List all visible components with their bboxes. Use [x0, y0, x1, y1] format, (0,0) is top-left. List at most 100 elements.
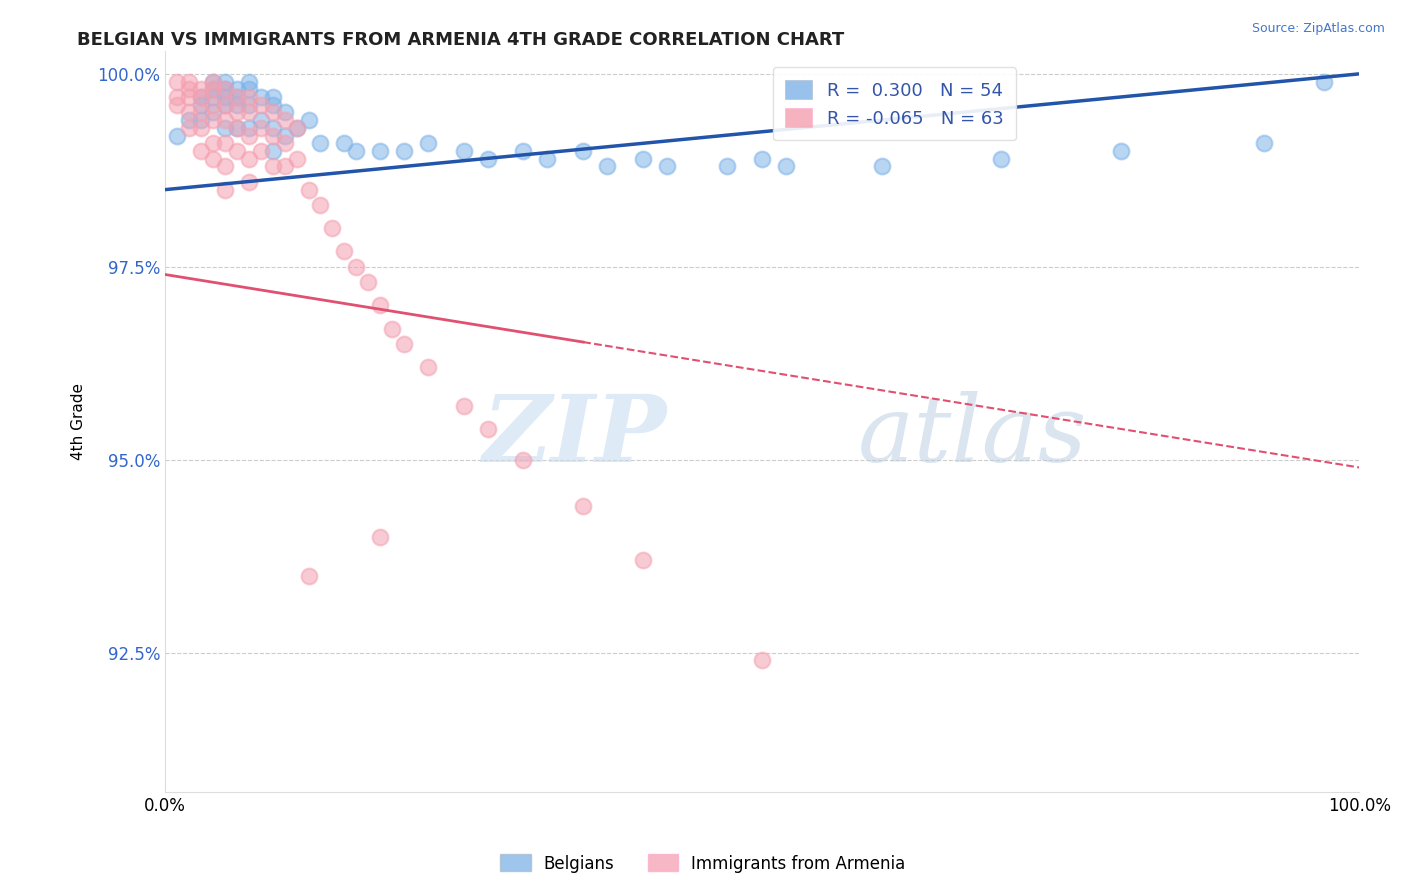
Point — [190, 90, 212, 104]
Point — [225, 144, 247, 158]
Point — [214, 160, 236, 174]
Point — [225, 120, 247, 135]
Text: Source: ZipAtlas.com: Source: ZipAtlas.com — [1251, 22, 1385, 36]
Point — [1253, 136, 1275, 151]
Point — [262, 90, 284, 104]
Point — [201, 152, 224, 166]
Point — [285, 120, 308, 135]
Point — [333, 136, 356, 151]
Point — [238, 128, 260, 143]
Point — [214, 97, 236, 112]
Point — [655, 160, 678, 174]
Point — [249, 97, 271, 112]
Point — [201, 74, 224, 88]
Point — [166, 128, 188, 143]
Point — [249, 90, 271, 104]
Point — [631, 152, 654, 166]
Point — [201, 105, 224, 120]
Point — [512, 144, 534, 158]
Point — [238, 175, 260, 189]
Point — [273, 105, 295, 120]
Point — [225, 90, 247, 104]
Point — [536, 152, 558, 166]
Point — [596, 160, 619, 174]
Point — [453, 144, 475, 158]
Point — [297, 113, 319, 128]
Point — [190, 120, 212, 135]
Point — [512, 452, 534, 467]
Point — [201, 113, 224, 128]
Point — [416, 360, 439, 375]
Point — [166, 90, 188, 104]
Point — [201, 74, 224, 88]
Point — [214, 113, 236, 128]
Point — [225, 90, 247, 104]
Point — [381, 321, 404, 335]
Point — [201, 90, 224, 104]
Point — [177, 113, 200, 128]
Point — [166, 74, 188, 88]
Point — [214, 82, 236, 96]
Point — [225, 97, 247, 112]
Point — [716, 160, 738, 174]
Point — [249, 113, 271, 128]
Point — [238, 97, 260, 112]
Point — [249, 120, 271, 135]
Legend: R =  0.300   N = 54, R = -0.065   N = 63: R = 0.300 N = 54, R = -0.065 N = 63 — [772, 67, 1017, 140]
Point — [262, 160, 284, 174]
Point — [238, 90, 260, 104]
Point — [262, 120, 284, 135]
Point — [166, 97, 188, 112]
Point — [416, 136, 439, 151]
Point — [214, 97, 236, 112]
Point — [870, 160, 893, 174]
Point — [201, 97, 224, 112]
Point — [177, 120, 200, 135]
Point — [190, 97, 212, 112]
Point — [238, 74, 260, 88]
Point — [238, 105, 260, 120]
Point — [333, 244, 356, 259]
Point — [214, 136, 236, 151]
Point — [751, 653, 773, 667]
Point — [238, 120, 260, 135]
Point — [1109, 144, 1132, 158]
Text: atlas: atlas — [858, 391, 1087, 481]
Point — [190, 90, 212, 104]
Point — [177, 74, 200, 88]
Point — [190, 82, 212, 96]
Point — [177, 90, 200, 104]
Point — [1312, 74, 1334, 88]
Point — [309, 198, 332, 212]
Point — [201, 136, 224, 151]
Point — [177, 82, 200, 96]
Point — [190, 113, 212, 128]
Point — [190, 144, 212, 158]
Point — [477, 422, 499, 436]
Point — [262, 105, 284, 120]
Point — [368, 144, 391, 158]
Point — [453, 399, 475, 413]
Point — [572, 499, 595, 513]
Point — [285, 152, 308, 166]
Point — [214, 183, 236, 197]
Point — [201, 82, 224, 96]
Point — [572, 144, 595, 158]
Point — [297, 183, 319, 197]
Point — [214, 120, 236, 135]
Point — [214, 90, 236, 104]
Point — [273, 160, 295, 174]
Point — [357, 275, 380, 289]
Point — [225, 82, 247, 96]
Point — [344, 260, 367, 274]
Text: BELGIAN VS IMMIGRANTS FROM ARMENIA 4TH GRADE CORRELATION CHART: BELGIAN VS IMMIGRANTS FROM ARMENIA 4TH G… — [77, 31, 845, 49]
Legend: Belgians, Immigrants from Armenia: Belgians, Immigrants from Armenia — [494, 847, 912, 880]
Point — [297, 568, 319, 582]
Point — [262, 128, 284, 143]
Point — [392, 144, 415, 158]
Point — [177, 105, 200, 120]
Point — [990, 152, 1012, 166]
Point — [631, 553, 654, 567]
Point — [368, 530, 391, 544]
Point — [775, 160, 797, 174]
